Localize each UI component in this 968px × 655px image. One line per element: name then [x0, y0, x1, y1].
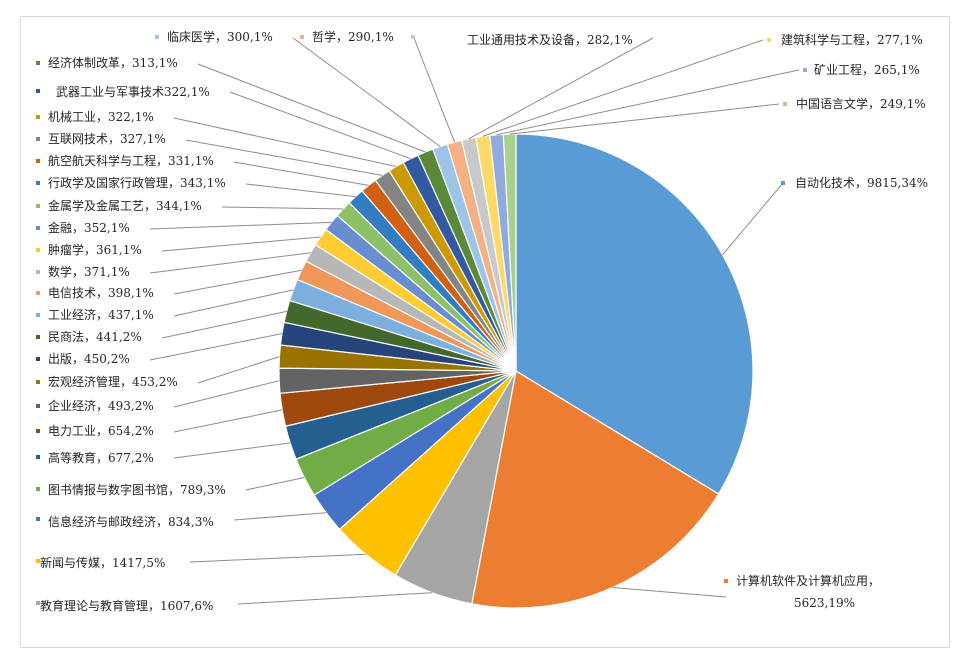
label-color-marker — [36, 115, 40, 119]
leader-line — [612, 587, 727, 598]
slice-label: 电信技术，398,1% — [48, 286, 154, 300]
leader-line — [237, 592, 433, 605]
slice-label: 高等教育，677,2% — [48, 450, 154, 465]
label-color-marker — [36, 313, 40, 317]
slice-label: 行政学及国家行政管理，343,1% — [48, 175, 226, 190]
slice-label: 哲学，290,1% — [312, 29, 394, 44]
slice-label: 数学，371,1% — [48, 264, 130, 279]
label-color-marker — [36, 270, 40, 274]
leader-line — [292, 37, 441, 147]
label-color-marker — [724, 579, 728, 583]
label-color-marker — [36, 357, 40, 361]
slice-label: 金融，352,1% — [48, 220, 130, 235]
leader-line — [229, 91, 411, 160]
leader-line — [245, 183, 356, 198]
slice-label: 建筑科学与工程，277,1% — [781, 32, 923, 47]
slice-label: 计算机软件及计算机应用， 5623,19% — [736, 573, 880, 610]
slice-label: 临床医学，300,1% — [167, 29, 273, 44]
label-color-marker — [36, 601, 40, 605]
slice-label: 武器工业与军事技术322,1% — [56, 85, 210, 99]
leader-line — [173, 380, 280, 408]
label-color-marker — [36, 291, 40, 295]
leader-line — [161, 236, 321, 252]
leader-line — [149, 221, 332, 230]
label-color-marker — [36, 226, 40, 230]
leader-line — [173, 442, 291, 459]
leader-line — [173, 289, 294, 317]
label-color-marker — [155, 35, 159, 39]
slice-label: 机械工业，322,1% — [48, 109, 154, 124]
slice-label: 互联网技术，327,1% — [48, 132, 166, 146]
leader-line — [173, 117, 397, 167]
label-color-marker — [36, 181, 40, 185]
leader-line — [233, 512, 327, 521]
label-color-marker — [36, 487, 40, 491]
slice-label: 电力工业，654,2% — [48, 424, 154, 438]
leader-line — [173, 409, 283, 433]
label-color-marker — [36, 137, 40, 141]
label-color-marker — [781, 181, 785, 185]
label-color-marker — [36, 61, 40, 65]
slice-label: 肿瘤学，361,1% — [48, 242, 142, 257]
slice-label: 出版，450,2% — [48, 352, 130, 366]
leader-line — [173, 269, 302, 295]
label-color-marker — [36, 380, 40, 384]
label-color-marker — [36, 517, 40, 521]
label-color-marker — [783, 102, 787, 106]
leader-line — [197, 63, 426, 153]
label-color-marker — [36, 89, 40, 93]
label-color-marker — [36, 335, 40, 339]
slice-label: 工业经济，437,1% — [48, 307, 154, 322]
label-color-marker — [36, 429, 40, 433]
slice-label: 航空航天科学与工程，331,1% — [48, 153, 214, 168]
label-color-marker — [300, 35, 304, 39]
label-color-marker — [36, 559, 40, 563]
label-color-marker — [767, 38, 771, 42]
slice-label: 教育理论与教育管理，1607,6% — [40, 598, 213, 613]
leader-line — [149, 252, 311, 274]
leader-line — [233, 161, 369, 186]
leader-line — [509, 103, 780, 135]
slice-label: 矿业工程，265,1% — [814, 62, 920, 77]
slice-label: 宏观经济管理，453,2% — [48, 374, 178, 389]
leader-line — [189, 553, 366, 563]
label-color-marker — [36, 248, 40, 252]
slice-label: 金属学及金属工艺，344,1% — [48, 198, 202, 213]
slice-label: 民商法，441,2% — [48, 329, 142, 344]
leader-line — [197, 356, 280, 384]
leader-line — [496, 69, 800, 136]
slice-label: 经济体制改革，313,1% — [48, 55, 178, 70]
label-color-marker — [411, 35, 415, 39]
leader-line — [185, 139, 383, 176]
slice-label: 新闻与传媒，1417,5% — [40, 555, 165, 570]
slice-label: 工业通用技术及设备，282,1% — [467, 33, 633, 47]
label-color-marker — [803, 68, 807, 72]
leader-line — [149, 333, 283, 361]
slice-label: 自动化技术，9815,34% — [795, 176, 928, 190]
leader-line — [221, 206, 344, 210]
leader-line — [468, 37, 654, 140]
slice-label: 信息经济与邮政经济，834,3% — [48, 514, 214, 529]
leader-line — [245, 477, 305, 491]
slice-label: 图书情报与数字图书馆，789,3% — [48, 482, 226, 497]
slice-label: 企业经济，493,2% — [48, 398, 154, 413]
leader-line — [482, 39, 764, 137]
pie-slice — [471, 370, 720, 609]
slice-label: 中国语言文学，249,1% — [796, 96, 926, 111]
leader-line — [413, 37, 455, 143]
leader-line — [722, 182, 785, 256]
label-color-marker — [36, 159, 40, 163]
label-color-marker — [36, 204, 40, 208]
label-color-marker — [36, 404, 40, 408]
label-color-marker — [36, 455, 40, 459]
leader-line — [161, 310, 287, 339]
